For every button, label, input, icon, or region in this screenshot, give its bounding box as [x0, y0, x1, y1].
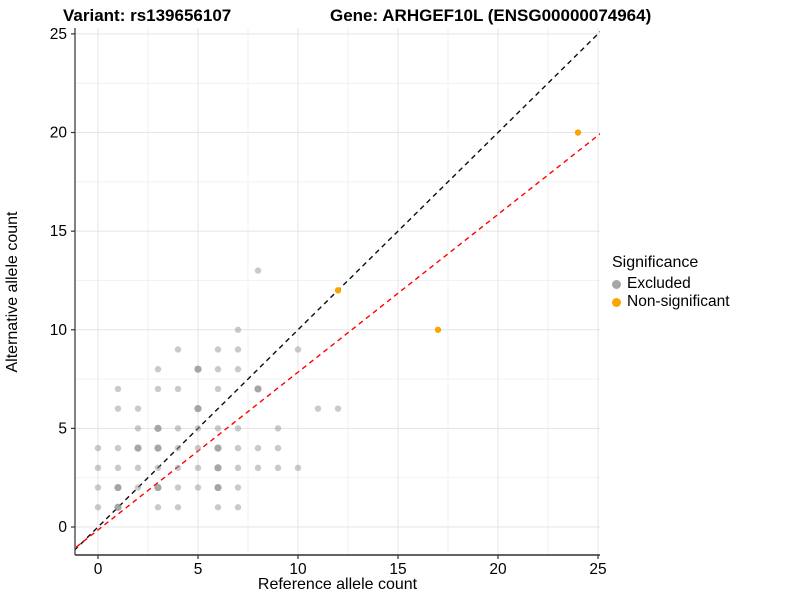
data-point-excluded — [114, 503, 122, 511]
data-point-excluded — [154, 444, 162, 452]
data-point-excluded — [114, 464, 122, 472]
data-point-excluded — [254, 444, 262, 452]
data-point-excluded — [214, 366, 222, 373]
data-point-excluded — [254, 385, 262, 393]
data-point-excluded — [274, 464, 282, 472]
data-point-excluded — [134, 405, 142, 412]
y-tick-label: 0 — [58, 519, 67, 536]
data-point-excluded — [214, 464, 222, 472]
data-point-excluded — [214, 444, 222, 452]
data-point-non-significant — [574, 129, 582, 136]
x-tick-label: 15 — [389, 561, 406, 578]
data-point-excluded — [194, 365, 202, 373]
legend-item-excluded: Excluded — [612, 275, 730, 293]
data-point-excluded — [194, 405, 202, 413]
data-point-excluded — [234, 464, 242, 472]
data-point-excluded — [174, 444, 182, 452]
data-point-excluded — [154, 366, 162, 373]
x-tick-label: 20 — [489, 561, 507, 578]
data-point-excluded — [214, 504, 222, 511]
x-axis-title: Reference allele count — [257, 576, 418, 593]
x-tick-label: 0 — [94, 561, 103, 578]
data-point-excluded — [134, 484, 142, 491]
data-point-excluded — [194, 464, 202, 472]
data-point-excluded — [294, 464, 302, 472]
data-point-excluded — [174, 346, 182, 353]
data-point-excluded — [274, 425, 282, 432]
data-point-excluded — [154, 464, 162, 472]
y-tick-label: 20 — [50, 125, 68, 142]
non-significant-dot-icon — [612, 297, 621, 307]
data-point-excluded — [174, 385, 182, 393]
gene-title: Gene: ARHGEF10L (ENSG00000074964) — [330, 6, 652, 25]
regression-line — [75, 133, 600, 549]
data-point-excluded — [114, 483, 122, 492]
data-point-excluded — [134, 425, 142, 432]
data-point-excluded — [94, 444, 102, 452]
data-point-excluded — [254, 464, 262, 472]
data-point-excluded — [294, 346, 302, 353]
legend-item-non-significant: Non-significant — [612, 293, 730, 311]
y-tick-label: 10 — [50, 322, 68, 339]
data-point-excluded — [214, 483, 222, 492]
data-point-excluded — [114, 385, 122, 393]
data-point-non-significant — [334, 287, 342, 294]
data-point-excluded — [134, 464, 142, 472]
data-point-excluded — [94, 504, 102, 511]
legend-title: Significance — [612, 254, 699, 271]
data-point-non-significant — [434, 326, 442, 333]
data-point-excluded — [154, 483, 162, 492]
data-point-excluded — [214, 346, 222, 353]
y-axis-title: Alternative allele count — [4, 211, 21, 373]
legend-item-label: Excluded — [627, 275, 691, 292]
y-tick-label: 25 — [50, 26, 67, 43]
y-tick-label: 5 — [58, 420, 67, 437]
data-point-excluded — [174, 484, 182, 491]
y-tick-label: 15 — [50, 223, 67, 240]
data-point-excluded — [114, 444, 122, 452]
data-point-excluded — [174, 464, 182, 472]
data-point-excluded — [94, 464, 102, 472]
x-tick-label: 25 — [589, 561, 606, 578]
data-point-excluded — [174, 504, 182, 511]
data-point-excluded — [154, 424, 162, 432]
data-point-excluded — [234, 366, 242, 373]
data-point-excluded — [94, 484, 102, 491]
data-point-excluded — [314, 405, 322, 412]
excluded-dot-icon — [612, 279, 621, 289]
data-point-excluded — [234, 484, 242, 491]
data-point-excluded — [214, 385, 222, 393]
data-point-excluded — [274, 444, 282, 452]
data-point-excluded — [134, 444, 142, 452]
data-point-excluded — [194, 484, 202, 491]
data-point-excluded — [234, 425, 242, 432]
data-point-excluded — [234, 444, 242, 452]
x-tick-label: 5 — [194, 561, 203, 578]
legend: Significance Excluded Non-significant — [612, 254, 730, 311]
data-point-excluded — [194, 425, 202, 432]
data-point-excluded — [154, 504, 162, 511]
data-point-excluded — [254, 267, 262, 274]
data-point-excluded — [114, 405, 122, 412]
legend-item-label: Non-significant — [627, 293, 730, 310]
data-point-excluded — [174, 425, 182, 432]
data-point-excluded — [234, 326, 242, 333]
data-point-excluded — [214, 425, 222, 432]
data-point-excluded — [194, 444, 202, 452]
data-point-excluded — [234, 346, 242, 353]
data-point-excluded — [154, 385, 162, 393]
data-point-excluded — [234, 504, 242, 511]
x-tick-label: 10 — [289, 561, 307, 578]
variant-title: Variant: rs139656107 — [63, 6, 232, 25]
data-point-excluded — [334, 405, 342, 412]
